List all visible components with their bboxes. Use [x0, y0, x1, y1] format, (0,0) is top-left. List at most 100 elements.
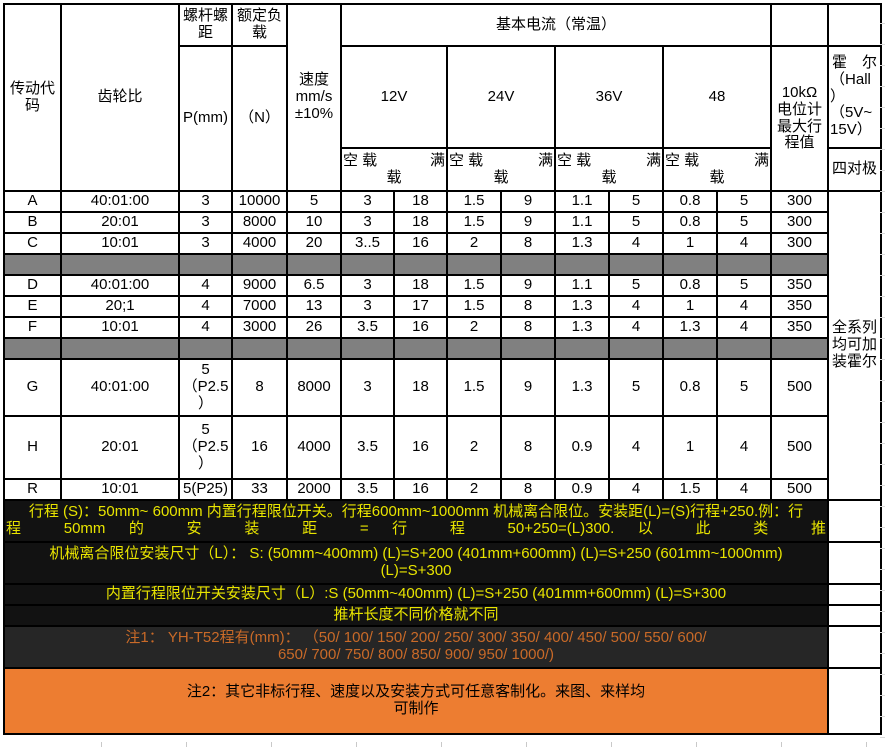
cell: 0.8: [662, 190, 718, 213]
cell: 1: [662, 415, 718, 480]
bottom-gridline-ticks: [0, 742, 885, 747]
cell: 1.3: [554, 295, 610, 318]
full-load-char: 载: [493, 168, 509, 186]
cell: 4000: [231, 232, 288, 255]
cell: 6.5: [286, 274, 342, 297]
cell: 4: [178, 295, 233, 318]
separator-cell: [770, 337, 830, 360]
cell: 13: [286, 295, 342, 318]
cell: 16: [393, 478, 448, 501]
full-load-char: 满: [754, 151, 770, 169]
header-load-unit: （N）: [231, 45, 288, 192]
stroke-note-1: 行程 (S)：50mm~ 600mm 内置行程限位开关。行程600mm~1000…: [2, 499, 830, 543]
table-row: A 40:01:00 3 10000 5 3 18 1.5 9 1.1 5 0.…: [3, 190, 883, 501]
cell: 1.1: [554, 211, 610, 234]
cell: 3: [340, 190, 395, 213]
cell: 0.8: [662, 274, 718, 297]
limit-switch-note: 内置行程限位开关安装尺寸（L）:S (50mm~400mm) (L)=S+250…: [2, 583, 830, 606]
separator-cell: [340, 253, 395, 276]
cell: 16: [393, 415, 448, 480]
price-note: 推杆长度不同价格就不同: [2, 604, 830, 627]
cell: 3000: [231, 316, 288, 339]
hall-note-line: 装霍尔: [832, 352, 878, 370]
cell: 350: [770, 274, 830, 297]
cell: 7000: [231, 295, 288, 318]
header-screw-pitch: 螺杆螺距: [178, 3, 233, 47]
right-margin-cell: [827, 499, 883, 543]
separator-cell: [608, 253, 664, 276]
cell: 9000: [231, 274, 288, 297]
separator-cell: [500, 253, 556, 276]
cell: 3: [340, 358, 395, 417]
cell: 2: [446, 415, 502, 480]
cell: 5: [608, 358, 664, 417]
cell: 5: [286, 190, 342, 213]
cell: 10:01: [60, 478, 180, 501]
cell: 0.9: [554, 478, 610, 501]
note-line: 注1： YH-T52程有(mm)： （50/ 100/ 150/ 200/ 25…: [125, 629, 707, 647]
hall-note-line: 全系列: [832, 319, 878, 337]
cell: 8: [500, 415, 556, 480]
right-margin-cell: [827, 541, 883, 585]
cell: 1.1: [554, 274, 610, 297]
table-row: B 20:01 3 8000 10 3 18 1.5 9 1.1 5 0.8 5…: [3, 211, 881, 234]
full-load-char: 满: [429, 151, 445, 169]
cell: 10:01: [60, 316, 180, 339]
cell: 5: [715, 211, 773, 234]
table-row: E 20;1 4 7000 13 3 17 1.5 8 1.3 4 1 4 35…: [3, 295, 881, 318]
cell: 3.5: [340, 415, 395, 480]
separator-cell: [286, 253, 342, 276]
cell: 17: [393, 295, 448, 318]
cell: 2: [446, 232, 502, 255]
cell: 4: [608, 232, 664, 255]
cell: 20: [286, 232, 342, 255]
cell: E: [3, 295, 62, 318]
header-voltage-48v: 48: [661, 45, 773, 149]
cell: 3: [178, 190, 233, 213]
full-load-char: 载: [386, 168, 402, 186]
cell: 40:01:00: [60, 274, 180, 297]
header-load-36v: 空 载满 载: [554, 147, 664, 192]
cell: D: [3, 274, 62, 297]
cell: 1.5: [446, 190, 502, 213]
separator-cell: [662, 253, 718, 276]
cell: 18: [393, 190, 448, 213]
cell: A: [3, 190, 62, 213]
cell: 5: [715, 358, 773, 417]
right-gridline-ticks: [880, 3, 885, 742]
right-margin-cell: [827, 625, 883, 669]
cell: 3: [178, 211, 233, 234]
cell: 0.9: [554, 415, 610, 480]
cell: 300: [770, 232, 830, 255]
separator-cell: [60, 337, 180, 360]
cell: 9: [500, 274, 556, 297]
spec-table: 传动代码 齿轮比 螺杆螺距 额定负载 速度 mm/s ±10% 基本电流（常温）…: [2, 3, 883, 735]
full-load-char: 满: [537, 151, 553, 169]
header-speed-line: mm/s: [295, 88, 333, 106]
hall-note-line: 均可加: [832, 336, 878, 354]
header-hall-line: ）: [830, 87, 846, 105]
cell: 1.3: [554, 232, 610, 255]
separator-cell: [662, 337, 718, 360]
header-hall-line: （5V~: [830, 104, 873, 122]
cell: 4: [178, 316, 233, 339]
cell: 20:01: [60, 415, 180, 480]
header-voltage-12v: 12V: [340, 45, 448, 149]
header-hall: 霍 尔 （Hall ） （5V~ 15V）: [827, 45, 883, 149]
header-gear-ratio: 齿轮比: [60, 3, 180, 192]
cell: 1.5: [662, 478, 718, 501]
header-hall-line: 霍 尔: [832, 54, 878, 71]
header-hall-line: 15V）: [830, 121, 872, 139]
cell: 4: [715, 232, 773, 255]
separator-row: [3, 253, 881, 276]
right-margin-cell: [827, 667, 883, 735]
cell: 1.3: [554, 358, 610, 417]
separator-cell: [715, 337, 773, 360]
cell: 3: [340, 295, 395, 318]
header-speed-line: 速度: [298, 71, 329, 89]
separator-cell: [340, 337, 395, 360]
cell: 20;1: [60, 295, 180, 318]
cell: 8: [500, 316, 556, 339]
header-load-24v: 空 载满 载: [446, 147, 556, 192]
